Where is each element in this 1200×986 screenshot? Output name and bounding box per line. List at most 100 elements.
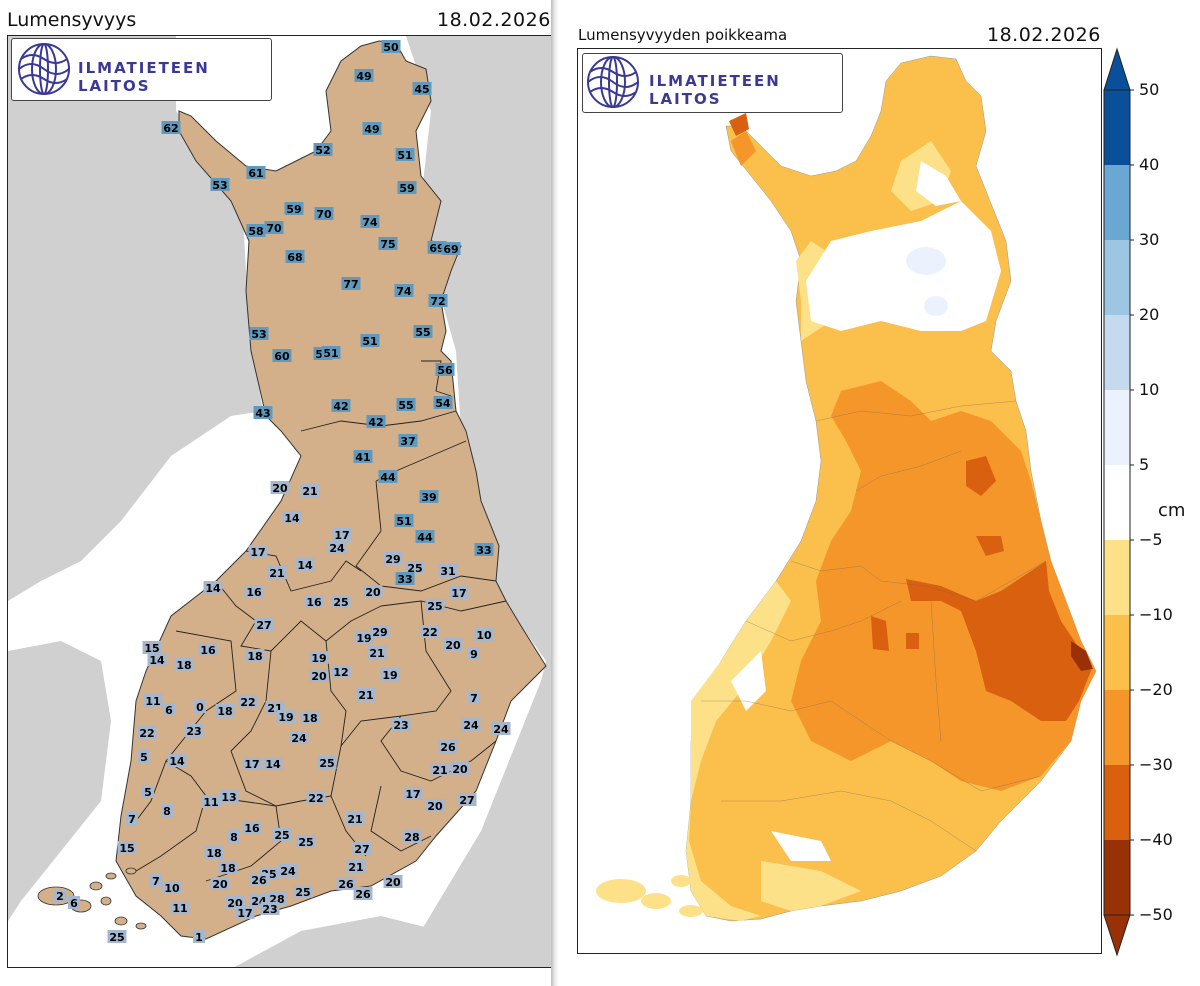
station-label-box xyxy=(238,695,258,708)
station-label-box xyxy=(474,543,494,556)
station-label-box xyxy=(419,490,439,503)
station-label-box xyxy=(263,757,283,770)
station-snow-depth-value: 55 xyxy=(398,399,413,412)
station-snow-depth-value: 13 xyxy=(221,791,236,804)
station-label-box xyxy=(391,718,411,731)
station-label-box xyxy=(383,552,403,565)
station-label-box xyxy=(378,237,398,250)
station-label-box xyxy=(367,646,387,659)
station-label-box xyxy=(147,653,167,666)
station-label-box xyxy=(174,658,194,671)
station-snow-depth-value: 20 xyxy=(212,878,228,891)
station-snow-depth-value: 21 xyxy=(302,485,317,498)
colorbar-segment xyxy=(1104,465,1130,540)
station-snow-depth-value: 72 xyxy=(430,295,445,308)
station-label-box xyxy=(428,294,448,307)
station-snow-depth-value: 10 xyxy=(476,629,492,642)
station-label-box xyxy=(143,694,163,707)
station-label-box xyxy=(272,828,292,841)
station-label-box xyxy=(194,700,206,713)
anomaly-minus40-zone xyxy=(1071,641,1093,671)
station-label-box xyxy=(425,599,445,612)
station-snow-depth-value: 15 xyxy=(119,842,134,855)
anomaly-minus30-zone xyxy=(729,113,1091,721)
station-snow-depth-value: 1 xyxy=(195,931,203,944)
station-label-box xyxy=(142,785,154,798)
colorbar-tick-label: 40 xyxy=(1139,155,1160,174)
station-snow-depth-value: 49 xyxy=(364,123,379,136)
station-label-box xyxy=(413,325,433,338)
station-snow-depth-value: 22 xyxy=(308,792,323,805)
station-label-box xyxy=(184,724,204,737)
station-snow-depth-value: 29 xyxy=(385,553,400,566)
station-label-box xyxy=(246,224,266,237)
station-label-box xyxy=(215,704,235,717)
station-label-box xyxy=(395,148,415,161)
station-label-box xyxy=(457,793,477,806)
station-label-box xyxy=(246,166,266,179)
station-snow-depth-value: 39 xyxy=(421,491,436,504)
station-label-box xyxy=(126,812,138,825)
station-snow-depth-value: 5 xyxy=(140,751,148,764)
station-snow-depth-value: 9 xyxy=(470,648,478,661)
station-label-box xyxy=(420,625,440,638)
station-snow-depth-value: 26 xyxy=(338,878,354,891)
station-snow-depth-value: 17 xyxy=(244,758,259,771)
station-label-box xyxy=(293,885,313,898)
station-snow-depth-value: 14 xyxy=(284,512,300,525)
sweden-norway-land xyxy=(8,36,263,601)
station-label-box xyxy=(300,484,320,497)
station-snow-depth-value: 20 xyxy=(311,670,327,683)
station-label-box xyxy=(398,434,418,447)
station-label-box xyxy=(405,561,425,574)
station-label-box xyxy=(317,756,337,769)
station-label-box xyxy=(354,69,374,82)
station-snow-depth-value: 19 xyxy=(278,711,293,724)
station-snow-depth-value: 11 xyxy=(145,695,160,708)
station-snow-depth-value: 31 xyxy=(440,565,455,578)
station-snow-depth-value: 75 xyxy=(380,238,395,251)
station-snow-depth-value: 25 xyxy=(407,562,422,575)
panel-divider xyxy=(551,0,559,986)
station-snow-depth-value: 20 xyxy=(385,876,401,889)
station-label-box xyxy=(242,757,262,770)
station-label-box xyxy=(360,215,380,228)
station-snow-depth-value: 27 xyxy=(459,794,474,807)
station-label-box xyxy=(491,722,511,735)
station-snow-depth-value: 25 xyxy=(109,931,124,944)
station-label-box xyxy=(161,121,181,134)
station-label-box xyxy=(360,334,380,347)
station-label-box xyxy=(362,122,382,135)
station-snow-depth-value: 59 xyxy=(286,203,301,216)
station-label-box xyxy=(282,511,302,524)
station-snow-depth-value: 2 xyxy=(56,890,64,903)
station-snow-depth-value: 6 xyxy=(70,897,78,910)
station-label-box xyxy=(443,638,463,651)
station-snow-depth-value: 43 xyxy=(255,407,270,420)
station-snow-depth-value: 28 xyxy=(404,831,419,844)
station-label-box xyxy=(218,861,238,874)
station-label-box xyxy=(394,284,414,297)
station-label-box xyxy=(313,143,333,156)
station-snow-depth-value: 26 xyxy=(355,888,371,901)
station-snow-depth-value: 20 xyxy=(452,763,468,776)
station-snow-depth-value: 21 xyxy=(347,813,362,826)
russia-land xyxy=(392,36,551,967)
station-snow-depth-value: 7 xyxy=(152,875,160,888)
station-label-box xyxy=(54,889,66,902)
fmi-logo-emblem-icon xyxy=(18,43,70,95)
anomaly-positive-zone xyxy=(906,247,948,316)
station-label-box xyxy=(396,398,416,411)
station-snow-depth-value: 37 xyxy=(400,435,415,448)
anomaly-regional-boundaries xyxy=(701,400,1047,852)
station-snow-depth-value: 0 xyxy=(196,701,204,714)
station-snow-depth-value: 14 xyxy=(265,758,281,771)
station-label-box xyxy=(285,250,305,263)
station-label-box xyxy=(331,665,351,678)
colorbar-bottom-arrow xyxy=(1103,914,1131,957)
station-label-box xyxy=(363,585,383,598)
station-label-box xyxy=(353,450,373,463)
station-label-box xyxy=(267,566,287,579)
station-label-box xyxy=(235,906,255,919)
